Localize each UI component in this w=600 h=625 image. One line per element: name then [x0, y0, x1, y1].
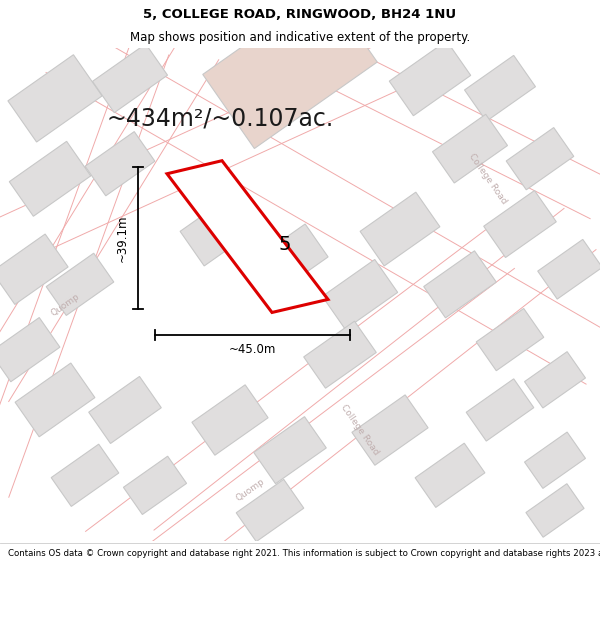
Polygon shape	[0, 318, 60, 382]
Polygon shape	[476, 309, 544, 371]
Text: ~434m²/~0.107ac.: ~434m²/~0.107ac.	[106, 106, 334, 131]
Polygon shape	[352, 395, 428, 465]
Polygon shape	[304, 321, 376, 388]
Text: College Road: College Road	[339, 403, 381, 457]
Polygon shape	[389, 41, 471, 116]
Polygon shape	[9, 141, 91, 216]
Polygon shape	[124, 456, 187, 514]
Polygon shape	[15, 363, 95, 437]
Polygon shape	[203, 0, 377, 149]
Polygon shape	[0, 36, 219, 401]
Polygon shape	[51, 444, 119, 506]
Polygon shape	[322, 259, 398, 329]
Polygon shape	[85, 132, 155, 196]
Polygon shape	[86, 230, 514, 570]
Polygon shape	[0, 41, 169, 498]
Polygon shape	[92, 44, 167, 112]
Polygon shape	[524, 352, 586, 408]
Text: Map shows position and indicative extent of the property.: Map shows position and indicative extent…	[130, 31, 470, 44]
Polygon shape	[180, 192, 260, 266]
Polygon shape	[0, 25, 440, 272]
Polygon shape	[89, 376, 161, 444]
Polygon shape	[360, 192, 440, 266]
Polygon shape	[0, 234, 68, 304]
Polygon shape	[526, 484, 584, 538]
Polygon shape	[506, 127, 574, 190]
Polygon shape	[524, 432, 586, 488]
Polygon shape	[167, 161, 328, 312]
Polygon shape	[8, 55, 102, 142]
Polygon shape	[46, 24, 600, 384]
Polygon shape	[254, 417, 326, 484]
Polygon shape	[466, 379, 534, 441]
Polygon shape	[415, 443, 485, 508]
Polygon shape	[538, 239, 600, 299]
Polygon shape	[464, 56, 535, 121]
Polygon shape	[46, 253, 114, 316]
Polygon shape	[252, 224, 328, 294]
Polygon shape	[236, 479, 304, 542]
Text: Contains OS data © Crown copyright and database right 2021. This information is : Contains OS data © Crown copyright and d…	[8, 549, 600, 558]
Text: ~45.0m: ~45.0m	[229, 343, 276, 356]
Polygon shape	[484, 191, 556, 258]
Polygon shape	[424, 251, 496, 318]
Polygon shape	[290, 28, 600, 219]
Text: ~39.1m: ~39.1m	[115, 214, 128, 262]
Text: Quomp: Quomp	[234, 478, 266, 504]
Polygon shape	[154, 209, 596, 571]
Polygon shape	[192, 385, 268, 455]
Text: 5, COLLEGE ROAD, RINGWOOD, BH24 1NU: 5, COLLEGE ROAD, RINGWOOD, BH24 1NU	[143, 8, 457, 21]
Polygon shape	[433, 114, 508, 183]
Text: 5: 5	[279, 234, 291, 254]
Text: Quomp: Quomp	[49, 291, 81, 318]
Text: College Road: College Road	[467, 152, 509, 206]
